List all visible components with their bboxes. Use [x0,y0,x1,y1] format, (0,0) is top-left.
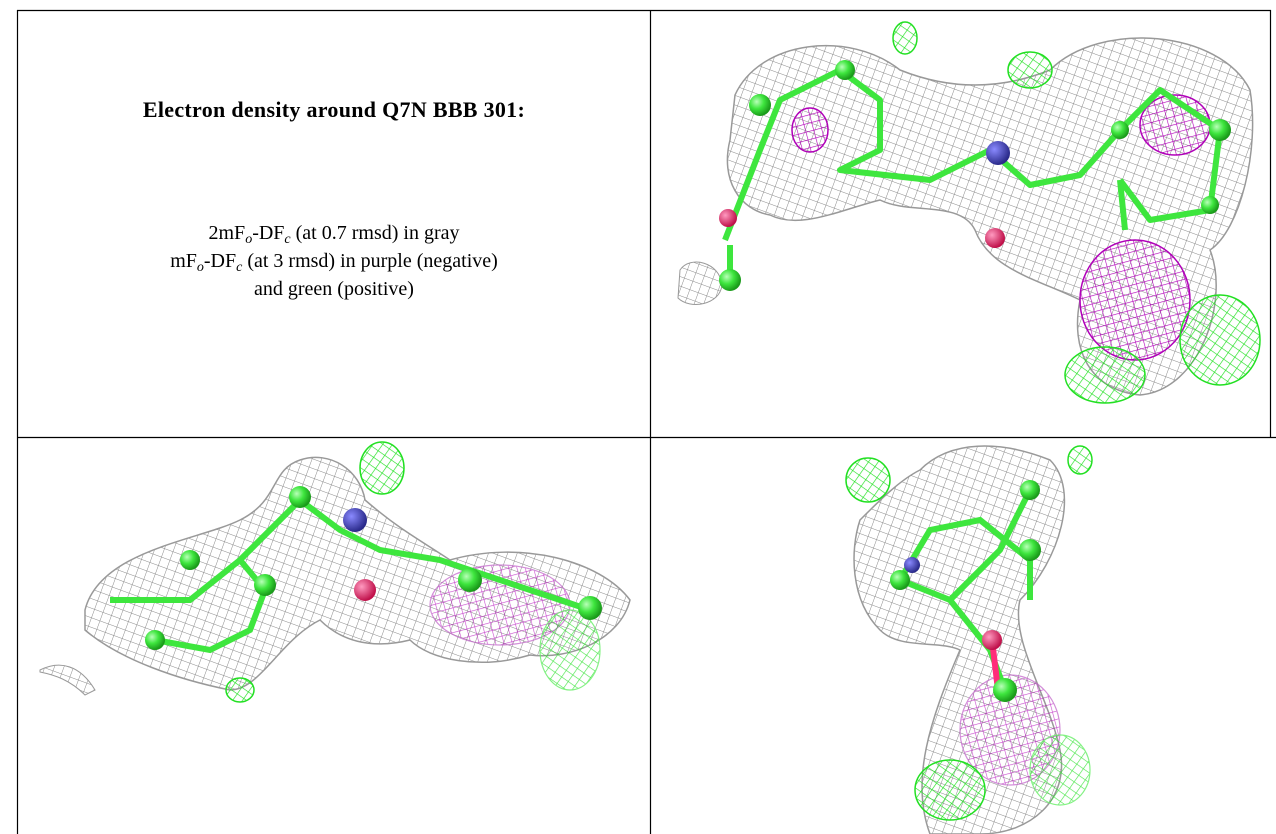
legend-text: 2mFo-DFc (at 0.7 rmsd) in gray mFo-DFc (… [18,219,650,303]
page: {"table": {"rows": [[{"title": "Electron… [0,0,1276,834]
density-view-1 [678,22,1260,403]
text: (at 0.7 rmsd) in gray [291,222,460,244]
text: mF [170,250,197,272]
text: -DF [204,250,236,272]
legend-line: mFo-DFc (at 3 rmsd) in purple (negative) [18,247,650,275]
subscript: o [197,260,204,275]
text: 2mF [209,222,246,244]
legend-line: and green (positive) [18,275,650,303]
legend-line: 2mFo-DFc (at 0.7 rmsd) in gray [18,219,650,247]
density-view-3 [846,446,1092,834]
figure-table [0,0,1276,834]
cell-title: Electron density around Q7N BBB 301: [18,97,650,123]
text: and green (positive) [254,278,414,300]
text: -DF [252,222,284,244]
density-view-2 [40,442,630,702]
text: (at 3 rmsd) in purple (negative) [242,250,497,272]
